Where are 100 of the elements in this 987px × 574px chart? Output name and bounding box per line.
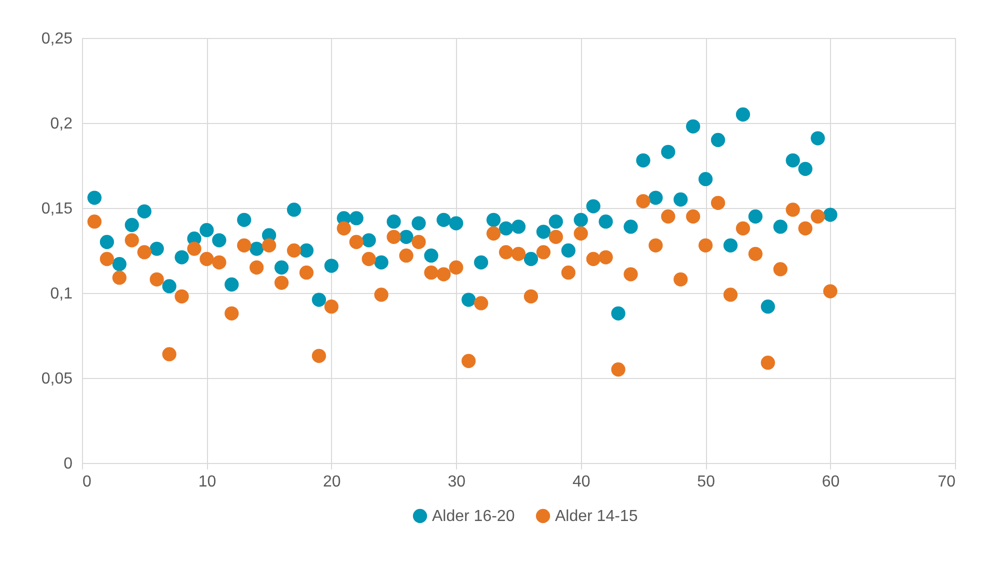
x-tick-label: 20 [323,474,341,490]
point [100,252,114,266]
point [786,153,800,168]
legend-label: Alder 14-15 [555,508,638,525]
x-tick-label: 50 [697,474,716,490]
point [336,221,351,236]
point [810,209,825,224]
point [374,255,388,270]
point [486,212,501,227]
point [798,162,812,176]
point [436,212,451,227]
point [150,242,164,256]
point [412,216,426,230]
point [611,362,626,377]
point [286,202,302,217]
point [611,306,626,320]
point [524,289,538,304]
point [349,211,364,226]
point [723,288,738,302]
point [224,277,239,292]
point [536,224,551,239]
point [661,144,676,159]
point [561,266,576,280]
point [698,238,713,252]
point [299,243,314,258]
y-tick-label: 0 [64,456,73,472]
y-tick-label: 0,2 [50,116,73,132]
point [624,267,638,282]
point [399,248,414,263]
point [87,190,102,205]
x-tick-label: 0 [82,474,92,490]
point [736,107,750,122]
point [274,260,289,275]
point [386,230,401,244]
point [823,208,838,222]
point [424,266,438,280]
point [574,226,588,241]
point [137,245,152,260]
y-tick-label: 0,1 [50,286,73,302]
point [250,260,264,275]
point [674,272,688,286]
point [748,209,763,224]
point [810,131,825,146]
point [498,245,514,260]
point [386,214,401,229]
point [200,252,214,266]
point [212,233,226,248]
point [686,209,700,224]
point [648,190,663,205]
point [524,252,538,266]
point [511,220,526,234]
point [124,218,139,232]
point [399,230,414,244]
point [561,243,576,258]
point [312,348,326,363]
point [124,233,139,248]
point [162,347,176,362]
point [723,238,738,252]
point [237,238,252,252]
y-tick-label: 0,05 [41,370,73,388]
point [760,356,775,370]
point [424,248,438,263]
point [511,246,526,261]
point [636,194,650,208]
y-tick-label: 0,15 [41,200,73,218]
point [462,354,476,368]
point [498,221,514,236]
point [324,300,338,314]
point [760,300,775,314]
point [786,202,800,217]
point [648,238,663,252]
point [412,234,426,250]
point [299,266,314,280]
point [112,270,126,285]
point [262,238,276,252]
point [574,212,588,227]
point [748,246,763,261]
point [624,220,638,234]
point [449,216,464,230]
point [773,220,788,234]
point [698,172,713,186]
point [798,221,812,236]
point [162,279,176,294]
point [87,214,102,229]
point [736,221,750,236]
point [286,243,302,258]
y-tick-label: 0,25 [41,30,73,48]
point [362,252,376,266]
point [137,204,152,218]
legend-label: Alder 16-20 [432,508,515,525]
point [324,258,338,273]
point [710,132,726,148]
point [462,292,476,307]
point [312,292,326,307]
point [823,284,838,298]
point [636,153,650,168]
point [100,234,114,250]
point [586,252,600,266]
point [449,260,464,275]
point [661,209,676,224]
